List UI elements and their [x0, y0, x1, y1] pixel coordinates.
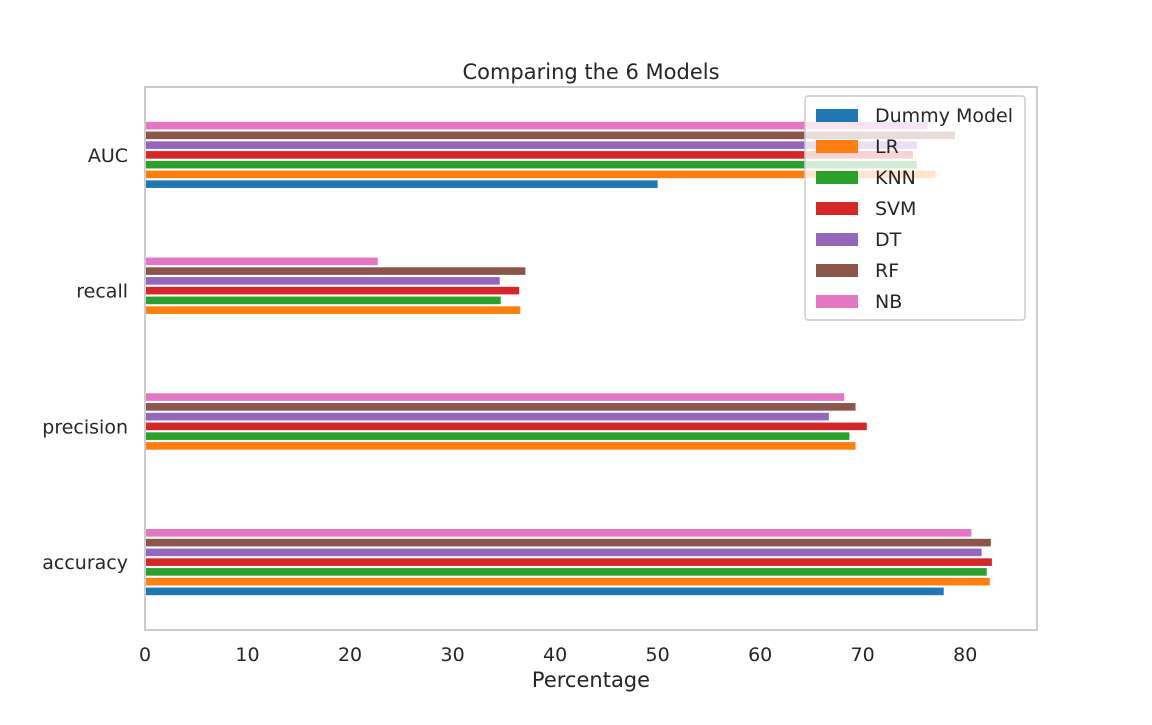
- legend-swatch: [816, 295, 858, 308]
- x-tick-label: 10: [235, 644, 259, 666]
- x-axis-label: Percentage: [532, 668, 650, 692]
- bar-lr-precision: [145, 442, 856, 450]
- plot-frame: [144, 86, 1038, 631]
- bar-svm-auc: [145, 151, 913, 159]
- legend-swatch: [816, 109, 858, 122]
- x-tick-label: 20: [338, 644, 362, 666]
- legend: Dummy Model LR KNN SVM DT RF NB: [804, 95, 1026, 321]
- bar-dummy-model-auc: [145, 180, 658, 188]
- chart-title: Comparing the 6 Models: [462, 60, 719, 84]
- bar-rf-accuracy: [145, 538, 991, 547]
- legend-box: [804, 95, 1026, 321]
- y-tick-label: recall: [76, 281, 128, 303]
- bar-dt-auc: [145, 141, 918, 149]
- bar-lr-auc: [145, 170, 936, 179]
- x-tick-label: 50: [646, 644, 670, 666]
- bar-nb-recall: [145, 257, 378, 266]
- bar-knn-precision: [145, 432, 850, 440]
- y-tick-label: precision: [42, 416, 128, 438]
- bar-dt-precision: [145, 412, 829, 421]
- bar-svm-accuracy: [145, 558, 992, 566]
- bar-rf-recall: [145, 267, 526, 275]
- bar-lr-accuracy: [145, 577, 990, 586]
- x-tick-label: 70: [851, 644, 875, 666]
- bar-svm-precision: [145, 422, 867, 431]
- bar-rf-precision: [145, 403, 856, 411]
- legend-label: RF: [875, 260, 899, 282]
- legend-label: KNN: [875, 167, 916, 189]
- bars-group: [145, 121, 992, 596]
- bar-nb-accuracy: [145, 529, 972, 537]
- y-tick-labels: accuracy precision recall AUC: [42, 145, 128, 574]
- legend-label: SVM: [875, 198, 916, 220]
- legend-swatch: [816, 140, 858, 153]
- y-tick-label: accuracy: [42, 552, 128, 574]
- bar-knn-accuracy: [145, 568, 987, 576]
- bar-nb-auc: [145, 121, 928, 130]
- legend-label: DT: [875, 229, 902, 251]
- x-tick-label: 60: [748, 644, 772, 666]
- bar-knn-auc: [145, 160, 918, 169]
- bar-svm-recall: [145, 286, 520, 295]
- legend-swatch: [816, 202, 858, 215]
- bar-lr-recall: [145, 306, 521, 314]
- legend-label: Dummy Model: [875, 105, 1013, 127]
- bar-nb-precision: [145, 393, 845, 401]
- bar-knn-recall: [145, 296, 501, 305]
- bar-dummy-model-accuracy: [145, 587, 944, 596]
- bar-dt-recall: [145, 277, 500, 285]
- legend-swatch: [816, 171, 858, 184]
- legend-label: NB: [875, 291, 902, 313]
- x-tick-labels: 0 10 20 30 40 50 60 70 80: [139, 644, 977, 666]
- legend-label: LR: [875, 136, 899, 158]
- x-tick-label: 0: [139, 644, 151, 666]
- legend-swatch: [816, 264, 858, 277]
- bar-rf-auc: [145, 131, 955, 140]
- y-tick-label: AUC: [88, 145, 128, 167]
- legend-swatch: [816, 233, 858, 246]
- x-tick-label: 40: [543, 644, 567, 666]
- bar-dt-accuracy: [145, 548, 982, 557]
- x-tick-label: 30: [440, 644, 464, 666]
- x-tick-label: 80: [953, 644, 977, 666]
